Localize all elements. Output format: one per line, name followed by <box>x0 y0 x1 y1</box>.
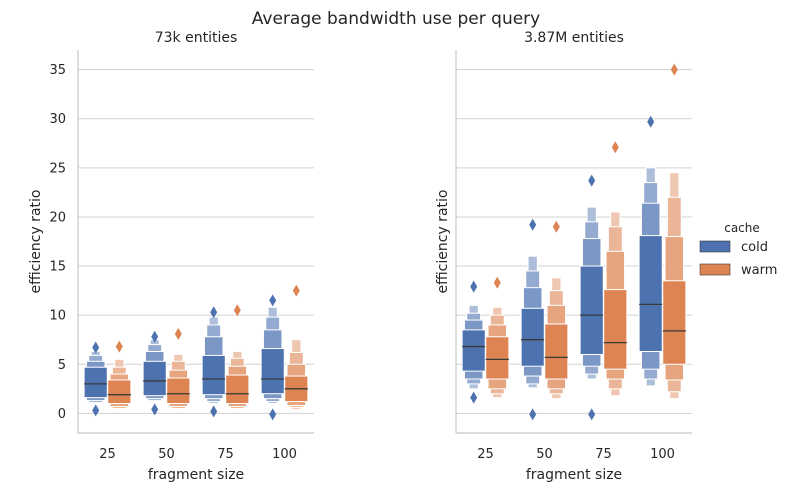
outlier-marker-cold <box>647 115 655 128</box>
x-axis-label: fragment size <box>526 467 622 483</box>
y-tick-label: 10 <box>49 309 66 324</box>
outlier-marker-cold <box>470 391 478 404</box>
outlier-marker-cold <box>92 404 100 417</box>
outlier-marker-cold <box>210 405 218 418</box>
outlier-marker-cold <box>269 294 277 307</box>
boxen-level-cold-100 <box>638 235 663 352</box>
outlier-marker-cold <box>529 408 537 421</box>
x-tick-label: 50 <box>536 447 553 462</box>
y-tick-label: 5 <box>58 358 66 373</box>
outlier-marker-cold <box>529 218 537 231</box>
legend-swatch-cold <box>699 240 731 253</box>
y-axis-label: efficiency ratio <box>435 190 451 294</box>
boxen-level-warm-50 <box>166 377 191 405</box>
boxen-level-cold-25 <box>83 366 108 399</box>
boxen-level-cold-50 <box>142 360 167 397</box>
outlier-marker-warm <box>611 141 619 154</box>
outlier-marker-warm <box>115 340 123 353</box>
chart-panel-3-87m: 3.87M entities 25 50 75 100 fragment size effi… <box>435 30 692 483</box>
x-axis-label: fragment size <box>148 467 244 483</box>
boxen-level-warm-25 <box>485 336 510 380</box>
outlier-marker-warm <box>552 220 560 233</box>
legend: cache cold warm <box>699 221 777 278</box>
x-tick-label: 75 <box>217 447 234 462</box>
y-tick-label: 15 <box>49 260 66 275</box>
figure-title: Average bandwidth use per query <box>252 9 540 29</box>
chart-panel-73k: 0 5 10 15 20 25 30 35 73k entities 25 50 75 100 fragm… <box>28 30 314 483</box>
x-tick-label: 100 <box>650 447 675 462</box>
outlier-marker-cold <box>588 174 596 187</box>
x-tick-label: 25 <box>99 447 116 462</box>
y-tick-label: 20 <box>49 210 66 225</box>
x-tick-label: 25 <box>477 447 494 462</box>
outlier-marker-cold <box>151 330 159 343</box>
outlier-marker-cold <box>588 408 596 421</box>
y-tick-label: 35 <box>49 63 66 78</box>
outlier-marker-warm <box>670 63 678 76</box>
legend-label-cold: cold <box>741 240 768 255</box>
outlier-marker-cold <box>151 403 159 416</box>
boxen-level-warm-25 <box>107 379 132 405</box>
legend-swatch-warm <box>699 263 731 276</box>
legend-label-warm: warm <box>741 263 777 278</box>
boxen-level-cold-75 <box>579 265 604 355</box>
boxen-level-warm-75 <box>603 289 628 370</box>
boxen-level-warm-75 <box>225 374 250 405</box>
y-tick-label: 0 <box>58 407 66 422</box>
boxen-level-cold-75 <box>201 354 226 396</box>
outlier-marker-cold <box>92 341 100 354</box>
boxen-level-cold-50 <box>520 307 545 367</box>
outlier-marker-cold <box>210 306 218 319</box>
boxen-level-warm-100 <box>662 280 687 365</box>
outlier-marker-warm <box>233 304 241 317</box>
subplot-title: 3.87M entities <box>524 30 624 46</box>
outlier-marker-warm <box>174 327 182 340</box>
outlier-marker-warm <box>292 284 300 297</box>
legend-title: cache <box>724 221 760 235</box>
x-tick-label: 100 <box>272 447 297 462</box>
boxen-level-cold-25 <box>461 329 486 372</box>
x-tick-label: 75 <box>595 447 612 462</box>
y-tick-label: 25 <box>49 161 66 176</box>
y-axis-label: efficiency ratio <box>28 190 44 294</box>
boxen-level-cold-100 <box>260 348 285 395</box>
x-tick-label: 50 <box>158 447 175 462</box>
y-tick-label: 30 <box>49 112 66 127</box>
boxen-level-warm-50 <box>544 323 569 380</box>
outlier-marker-cold <box>470 280 478 293</box>
outlier-marker-warm <box>493 276 501 289</box>
outlier-marker-cold <box>269 408 277 421</box>
subplot-title: 73k entities <box>155 30 238 46</box>
